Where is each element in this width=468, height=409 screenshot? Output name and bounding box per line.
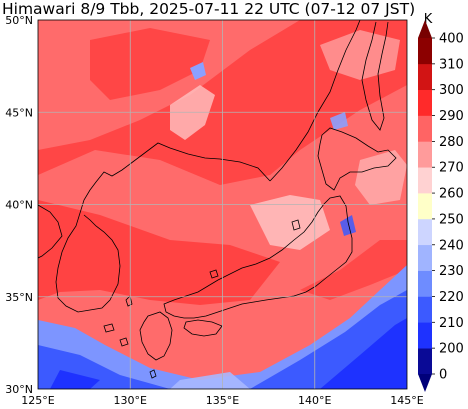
colorbar-labels: 0 200 210 220 230 240 250 260 270 280 290 300 310 400 bbox=[432, 32, 464, 383]
colorbar-under-extension bbox=[418, 374, 432, 392]
colorbar-tick-label: 210 bbox=[439, 316, 464, 331]
colorbar-tick-label: 270 bbox=[439, 161, 464, 176]
colorbar-segment bbox=[418, 167, 432, 194]
colorbar-tick-label: 240 bbox=[439, 238, 464, 253]
map-frame bbox=[37, 19, 408, 390]
colorbar-tick-label: 280 bbox=[439, 135, 464, 150]
colorbar-segment bbox=[418, 270, 432, 297]
colorbar-segment bbox=[418, 38, 432, 65]
y-tick-label: 45°N bbox=[5, 106, 33, 119]
colorbar-over-extension bbox=[418, 20, 432, 38]
colorbar-segment bbox=[418, 244, 432, 271]
colorbar-segments bbox=[418, 20, 432, 392]
colorbar-segment bbox=[418, 89, 432, 116]
colorbar-segment bbox=[418, 218, 432, 246]
colorbar-tick-label: 400 bbox=[439, 32, 464, 47]
y-tick-label: 40°N bbox=[5, 199, 33, 212]
colorbar-tick-label: 0 bbox=[439, 368, 447, 383]
colorbar-tick-label: 300 bbox=[439, 83, 464, 98]
x-axis: 125°E 130°E 135°E 140°E 145°E bbox=[21, 394, 423, 407]
colorbar-tick-label: 230 bbox=[439, 264, 464, 279]
colorbar-tick-label: 260 bbox=[439, 187, 464, 202]
colorbar-segment bbox=[418, 141, 432, 168]
y-tick-label: 35°N bbox=[5, 291, 33, 304]
colorbar-tick-label: 290 bbox=[439, 109, 464, 124]
colorbar-tick-label: 310 bbox=[439, 57, 464, 72]
colorbar-segment bbox=[418, 115, 432, 142]
x-tick-label: 125°E bbox=[21, 394, 54, 407]
y-tick-label: 50°N bbox=[5, 14, 33, 27]
colorbar-unit-label: K bbox=[424, 12, 433, 27]
x-tick-label: 140°E bbox=[298, 394, 331, 407]
colorbar-segment bbox=[418, 296, 432, 323]
y-axis: 30°N 35°N 40°N 45°N 50°N bbox=[5, 14, 33, 396]
colorbar-segment bbox=[418, 63, 432, 90]
coastlines bbox=[38, 20, 397, 379]
y-tick-label: 30°N bbox=[5, 383, 33, 396]
map-title: Himawari 8/9 Tbb, 2025-07-11 22 UTC (07-… bbox=[2, 0, 416, 18]
lat-lon-grid bbox=[38, 20, 407, 389]
map-panel bbox=[38, 20, 407, 389]
colorbar-segment bbox=[418, 193, 432, 220]
colorbar-tick-label: 200 bbox=[439, 342, 464, 357]
colorbar-tick-label: 250 bbox=[439, 212, 464, 227]
colorbar-segment bbox=[418, 348, 432, 375]
colorbar: K 0 200 210 220 230 240 250 260 270 280 290 300 310 4… bbox=[418, 12, 464, 392]
x-tick-label: 130°E bbox=[114, 394, 147, 407]
colorbar-tick-label: 220 bbox=[439, 290, 464, 305]
x-tick-label: 145°E bbox=[390, 394, 423, 407]
x-tick-label: 135°E bbox=[206, 394, 239, 407]
colorbar-segment bbox=[418, 322, 432, 349]
